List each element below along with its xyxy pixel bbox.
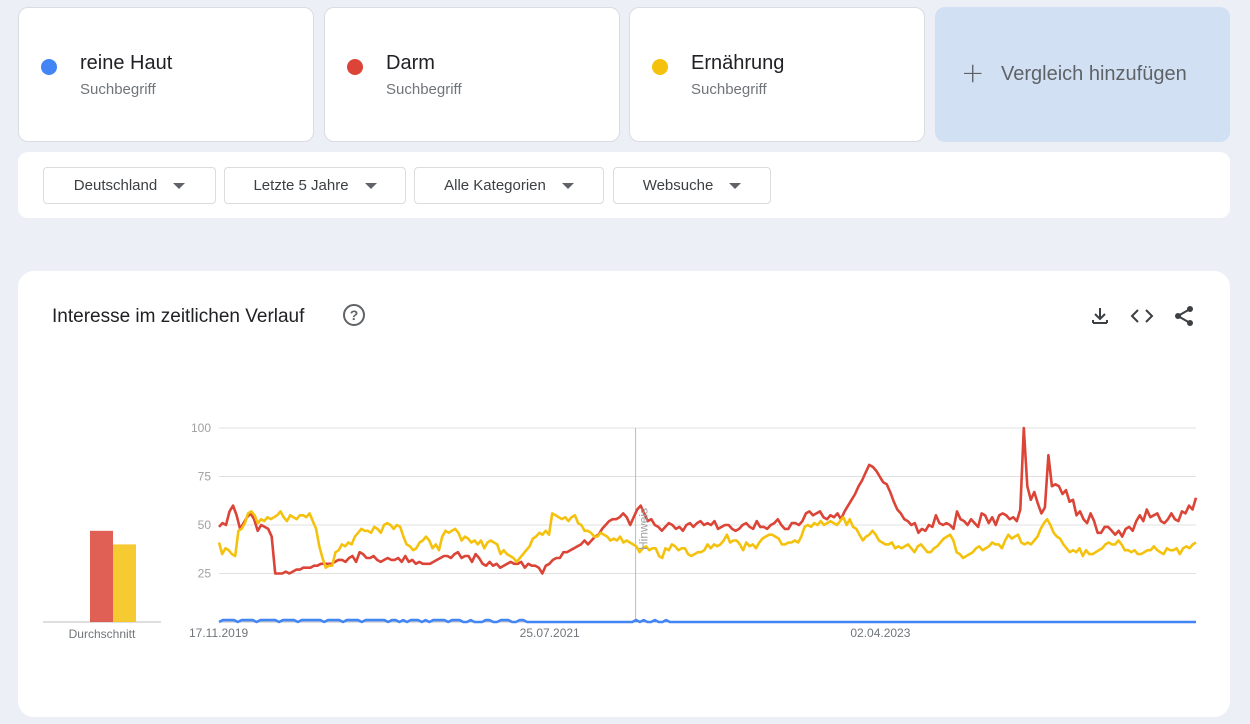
embed-icon[interactable] xyxy=(1130,304,1154,328)
term-label[interactable]: Ernährung xyxy=(691,52,785,74)
share-icon[interactable] xyxy=(1172,304,1196,328)
filter-bar: Deutschland Letzte 5 Jahre Alle Kategori… xyxy=(18,152,1230,218)
caret-down-icon xyxy=(364,182,377,189)
term-card-reine-haut[interactable]: reine Haut Suchbegriff xyxy=(18,7,314,142)
category-value: Alle Kategorien xyxy=(444,177,546,194)
interest-over-time-panel: Interesse im zeitlichen Verlauf ? 25 50 75… xyxy=(18,271,1230,717)
caret-down-icon xyxy=(729,182,742,189)
term-label[interactable]: reine Haut xyxy=(80,52,173,74)
download-icon[interactable] xyxy=(1088,304,1112,328)
add-comparison-label: Vergleich hinzufügen xyxy=(1001,63,1187,85)
term-sublabel: Suchbegriff xyxy=(80,81,156,98)
x-tick-label: 02.04.2023 xyxy=(850,626,910,640)
panel-title: Interesse im zeitlichen Verlauf xyxy=(52,306,305,327)
series-line-0[interactable] xyxy=(218,618,1196,624)
x-tick-label: 17.11.2019 xyxy=(189,626,248,640)
period-value: Letzte 5 Jahre xyxy=(253,177,349,194)
region-dropdown[interactable]: Deutschland xyxy=(43,167,216,204)
x-tick-label: 25.07.2021 xyxy=(520,626,580,640)
series-color-dot-icon xyxy=(652,59,668,75)
help-icon[interactable]: ? xyxy=(343,304,365,326)
y-tick-label: 75 xyxy=(198,470,212,484)
caret-down-icon xyxy=(561,182,574,189)
y-tick-label: 25 xyxy=(198,567,212,581)
search-type-value: Websuche xyxy=(642,177,714,194)
plus-icon: + xyxy=(961,56,985,89)
term-sublabel: Suchbegriff xyxy=(691,81,767,98)
interest-chart: 25 50 75 100 17.11.2019 25.07.2021 02.04.2023 H… xyxy=(43,421,1198,641)
term-card-ernaehrung[interactable]: Ernährung Suchbegriff xyxy=(629,7,925,142)
term-card-darm[interactable]: Darm Suchbegriff xyxy=(324,7,620,142)
caret-down-icon xyxy=(173,182,186,189)
average-label: Durchschnitt xyxy=(69,627,136,641)
average-bar-2[interactable] xyxy=(113,544,136,622)
series-line-1[interactable] xyxy=(218,426,1198,575)
period-dropdown[interactable]: Letzte 5 Jahre xyxy=(224,167,406,204)
term-label[interactable]: Darm xyxy=(386,52,435,74)
series-line-2[interactable] xyxy=(217,510,1197,570)
series-color-dot-icon xyxy=(41,59,57,75)
region-value: Deutschland xyxy=(73,177,158,194)
term-sublabel: Suchbegriff xyxy=(386,81,462,98)
search-type-dropdown[interactable]: Websuche xyxy=(613,167,771,204)
category-dropdown[interactable]: Alle Kategorien xyxy=(414,167,604,204)
series-color-dot-icon xyxy=(347,59,363,75)
y-tick-label: 100 xyxy=(191,421,211,435)
average-bar-1[interactable] xyxy=(90,530,113,622)
add-comparison-button[interactable]: + Vergleich hinzufügen xyxy=(935,7,1230,142)
annotation-label[interactable]: Hinweis xyxy=(637,508,651,550)
y-tick-label: 50 xyxy=(198,518,212,532)
